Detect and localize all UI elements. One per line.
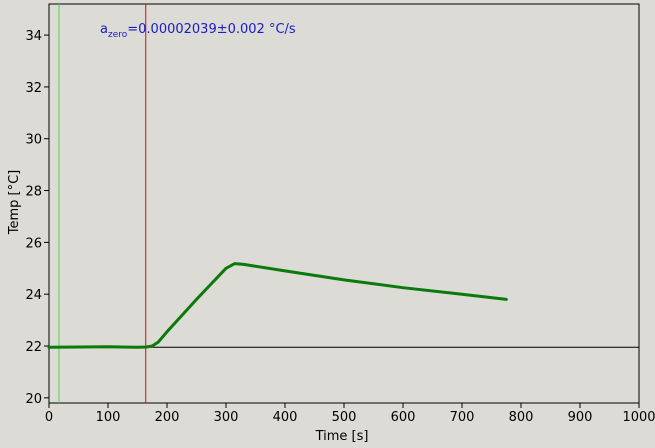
plot-area: 0 100 200 300 400 500 600 700 800 900 1000 20 22 24 26…	[25, 3, 655, 425]
x-tick-label: 300	[214, 410, 239, 425]
y-tick-label: 26	[25, 236, 42, 251]
plot-frame	[48, 3, 640, 404]
y-tick-label: 34	[25, 29, 42, 44]
y-axis-title: Temp [°C]	[7, 170, 22, 236]
x-tick-label: 900	[568, 410, 593, 425]
y-tick-label: 24	[25, 288, 42, 303]
x-tick-label: 1000	[622, 410, 655, 425]
annotation-base: a	[100, 22, 108, 37]
x-tick-label: 0	[45, 410, 53, 425]
y-tick-label: 28	[25, 185, 42, 200]
y-tick-label: 30	[25, 133, 42, 148]
x-tick-label: 700	[450, 410, 475, 425]
x-tick-label: 500	[332, 410, 357, 425]
y-tick-label: 20	[25, 392, 42, 407]
x-tick-label: 600	[391, 410, 416, 425]
annotation: azero=0.00002039±0.002 °C/s	[100, 22, 296, 40]
x-tick-label: 400	[273, 410, 298, 425]
x-axis-title: Time [s]	[315, 429, 369, 444]
annotation-value: =0.00002039±0.002 °C/s	[127, 22, 296, 37]
y-tick-label: 32	[25, 81, 42, 96]
x-tick-label: 800	[509, 410, 534, 425]
annotation-subscript: zero	[108, 30, 128, 40]
y-tick-label: 22	[25, 340, 42, 355]
x-tick-label: 100	[96, 410, 121, 425]
x-tick-label: 200	[155, 410, 180, 425]
temperature-series-line	[47, 262, 508, 349]
